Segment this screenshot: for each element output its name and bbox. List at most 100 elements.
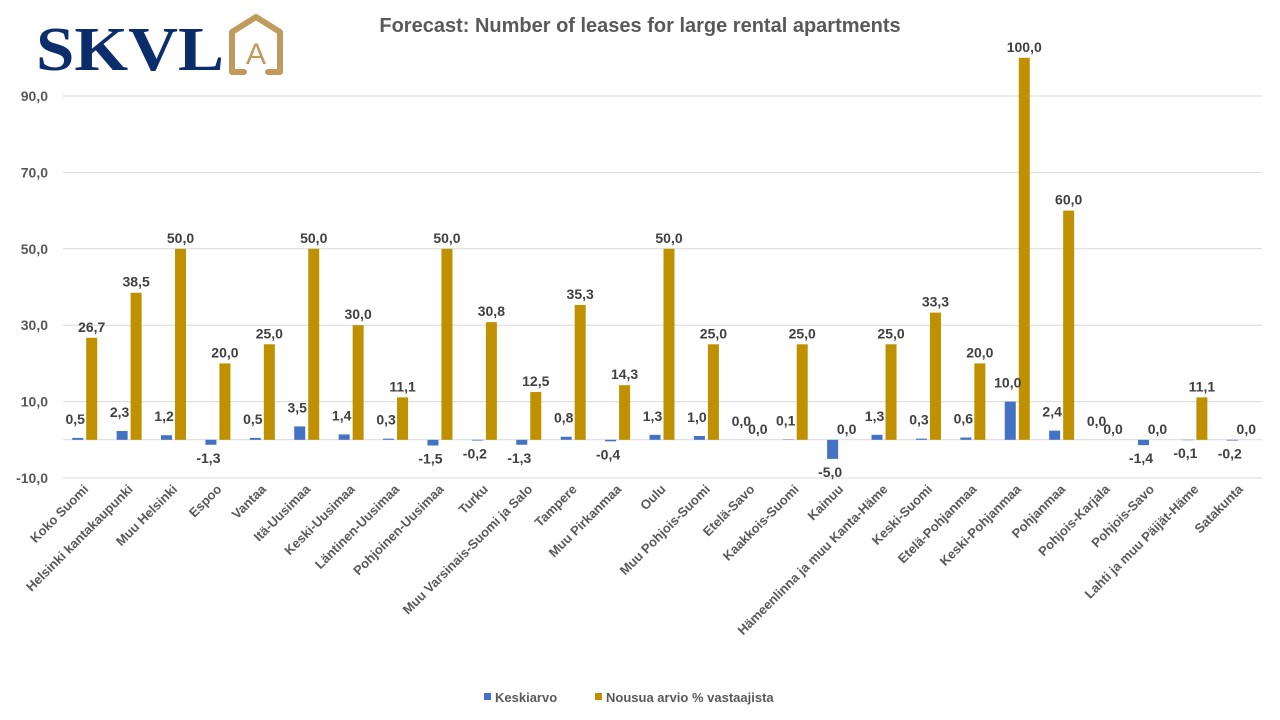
data-label-keskiarvo: 2,3 [110, 404, 130, 420]
y-tick-label: -10,0 [16, 470, 48, 486]
data-label-keskiarvo: 1,3 [643, 408, 663, 424]
bar-nousua [86, 337, 98, 440]
bar-nousua [796, 344, 808, 440]
y-tick-label: 10,0 [21, 394, 48, 410]
bar-keskiarvo [338, 434, 350, 440]
category-label: Keski-Pohjanmaa [937, 481, 1025, 569]
data-label-keskiarvo: 2,4 [1042, 404, 1062, 420]
bar-nousua [441, 248, 453, 440]
bar-keskiarvo [560, 436, 572, 440]
bar-keskiarvo [72, 437, 84, 440]
data-label-keskiarvo: 1,3 [865, 408, 885, 424]
data-label-nousua: 26,7 [78, 319, 105, 335]
bar-keskiarvo [1049, 430, 1061, 440]
data-label-nousua: 25,0 [789, 325, 816, 341]
data-label-nousua: 33,3 [922, 294, 949, 310]
data-label-keskiarvo: 3,5 [288, 399, 308, 415]
bar-keskiarvo [960, 437, 972, 440]
bar-keskiarvo [516, 439, 528, 445]
data-label-nousua: 0,0 [1237, 421, 1257, 437]
bar-nousua [663, 248, 675, 440]
category-label: Muu Pohjois-Suomi [617, 482, 713, 578]
data-label-keskiarvo: 0,5 [65, 411, 85, 427]
data-label-nousua: 11,1 [1189, 378, 1216, 394]
bar-nousua [885, 344, 897, 440]
data-label-keskiarvo: 0,3 [909, 412, 929, 428]
data-label-keskiarvo: -0,2 [463, 446, 487, 462]
bar-keskiarvo [649, 434, 661, 440]
data-label-keskiarvo: 1,4 [332, 407, 352, 423]
bar-keskiarvo [693, 435, 705, 440]
bar-nousua [485, 322, 497, 440]
category-label: Espoo [186, 481, 225, 520]
category-label: Läntinen-Uusimaa [312, 481, 403, 572]
bar-nousua [263, 344, 275, 440]
data-label-keskiarvo: -5,0 [818, 464, 842, 480]
logo: SKVL A [36, 14, 283, 84]
data-label-keskiarvo: -0,1 [1173, 445, 1197, 461]
data-label-nousua: 50,0 [167, 230, 194, 246]
data-label-keskiarvo: -1,4 [1129, 450, 1153, 466]
bar-nousua [974, 363, 986, 440]
bar-keskiarvo [161, 435, 173, 440]
bar-keskiarvo [871, 434, 883, 440]
data-label-keskiarvo: 0,8 [554, 410, 574, 426]
category-label: Vantaa [229, 481, 270, 522]
bar-nousua [1018, 57, 1030, 440]
bar-keskiarvo [383, 438, 395, 440]
data-label-nousua: 14,3 [611, 366, 638, 382]
category-label: Etelä-Pohjanmaa [895, 481, 980, 566]
bar-keskiarvo [1137, 439, 1149, 446]
bar-keskiarvo [827, 439, 839, 459]
category-label: Kaakkois-Suomi [720, 482, 802, 564]
data-label-nousua: 0,0 [1103, 421, 1123, 437]
bar-keskiarvo [1226, 439, 1238, 441]
data-label-nousua: 12,5 [522, 373, 549, 389]
chart-title: Forecast: Number of leases for large ren… [379, 15, 900, 37]
bar-keskiarvo [427, 439, 439, 446]
category-label: Turku [456, 481, 492, 517]
bar-nousua [308, 248, 320, 440]
legend-label-nousua: Nousua arvio % vastaajista [606, 690, 774, 705]
data-label-nousua: 20,0 [966, 344, 993, 360]
logo-text: SKVL [36, 16, 224, 84]
bar-keskiarvo [116, 431, 128, 440]
bar-keskiarvo [471, 439, 483, 441]
bar-nousua [619, 385, 631, 440]
bar-nousua [929, 312, 941, 440]
bar-keskiarvo [205, 439, 217, 445]
bar-nousua [175, 248, 187, 440]
bar-keskiarvo [915, 438, 927, 440]
data-label-nousua: 30,8 [478, 303, 505, 319]
data-label-nousua: 35,3 [567, 286, 594, 302]
data-label-nousua: 30,0 [345, 306, 372, 322]
data-label-nousua: 20,0 [211, 344, 238, 360]
data-label-nousua: 0,0 [837, 421, 857, 437]
data-label-keskiarvo: 0,6 [954, 411, 974, 427]
bar-nousua [352, 325, 364, 440]
bar-nousua [530, 392, 542, 440]
data-label-nousua: 0,0 [748, 421, 768, 437]
data-label-keskiarvo: -0,2 [1218, 446, 1242, 462]
data-label-nousua: 100,0 [1007, 39, 1042, 55]
data-label-nousua: 25,0 [256, 325, 283, 341]
data-label-nousua: 50,0 [433, 230, 460, 246]
category-label: Kainuu [804, 481, 846, 523]
data-label-nousua: 38,5 [122, 274, 149, 290]
legend-swatch-nousua [595, 693, 602, 700]
data-label-keskiarvo: 1,2 [154, 408, 174, 424]
data-label-nousua: 50,0 [300, 230, 327, 246]
data-label-keskiarvo: -1,3 [507, 450, 531, 466]
data-label-nousua: 25,0 [700, 325, 727, 341]
legend-label-keskiarvo: Keskiarvo [495, 690, 557, 705]
bar-nousua [707, 344, 719, 440]
logo-emblem-letter: A [246, 38, 266, 71]
data-label-nousua: 60,0 [1055, 192, 1082, 208]
legend: Keskiarvo Nousua arvio % vastaajista [484, 690, 774, 705]
bar-nousua [397, 397, 409, 440]
data-label-keskiarvo: 0,0 [1087, 413, 1107, 429]
bar-keskiarvo [605, 439, 617, 442]
data-label-keskiarvo: -1,5 [418, 451, 442, 467]
house-emblem-icon [229, 14, 283, 75]
data-label-keskiarvo: 0,0 [732, 413, 752, 429]
